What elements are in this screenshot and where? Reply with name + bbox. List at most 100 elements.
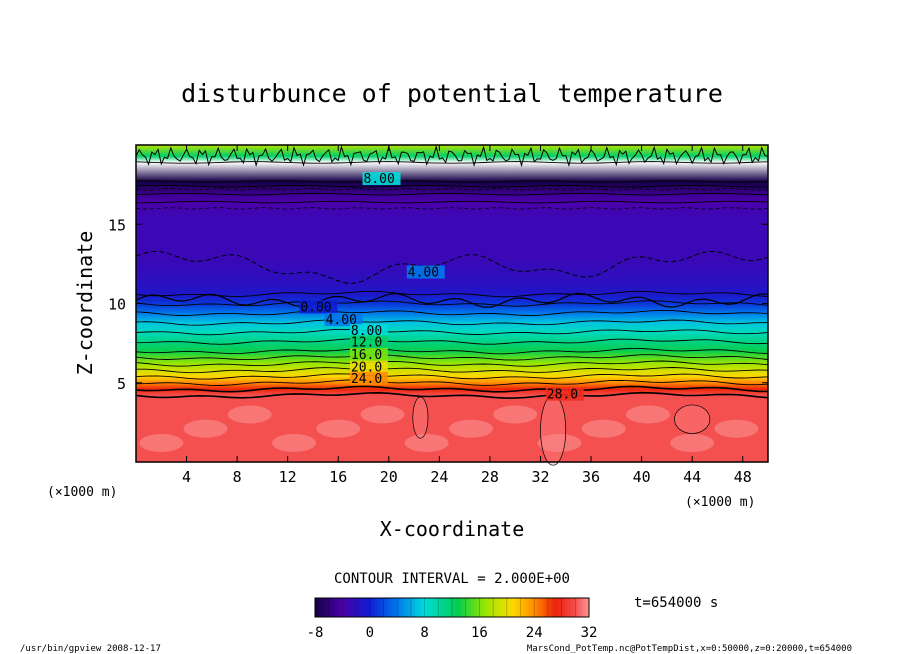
contour-line-negative (135, 188, 769, 191)
colorbar: -8 0 8 16 24 32 (307, 597, 598, 641)
contour-line (135, 354, 769, 361)
contour-line (135, 328, 769, 336)
contour-label-bg (349, 335, 388, 349)
colorbar-tick-label: 8 (420, 625, 428, 641)
contour-line (135, 290, 769, 298)
texture-patch (537, 433, 582, 452)
contour-line-closed (540, 395, 567, 466)
x-unit-left: (×1000 m) (47, 485, 117, 500)
contour-line (135, 360, 769, 367)
texture-patch (316, 419, 361, 438)
contour-label: 24.0 (351, 372, 382, 387)
footer-left: /usr/bin/gpview 2008-12-17 (20, 644, 161, 654)
texture-patch (272, 433, 316, 452)
contour-line (136, 180, 769, 183)
texture-patch (404, 433, 449, 452)
contour-line (135, 192, 769, 196)
x-tick-label: 8 (233, 468, 242, 486)
contour-label-bg (349, 324, 388, 338)
contour-label-bg (349, 371, 388, 385)
y-axis: 5 10 15 (108, 216, 768, 393)
chart-title: disturbunce of potential temperature (181, 79, 723, 108)
contour-line-zero (135, 292, 769, 308)
y-axis-label: Z-coordinate (73, 231, 97, 376)
footer-right: MarsCond_PotTemp.nc@PotTempDist,x=0:5000… (527, 644, 852, 654)
contour-line (135, 309, 769, 316)
contour-line (135, 200, 769, 204)
contour-line (135, 319, 769, 326)
texture-patch (714, 419, 759, 438)
x-unit-right: (×1000 m) (685, 495, 755, 510)
x-axis-label: X-coordinate (380, 517, 525, 541)
contour-label: 12.0 (351, 335, 382, 350)
x-tick-label: 32 (531, 468, 549, 486)
x-tick-label: 48 (734, 468, 752, 486)
texture-patch (493, 405, 538, 424)
contour-line-closed (674, 404, 711, 434)
texture-patch (139, 433, 184, 452)
contour-label-bg (362, 172, 401, 186)
contour-label-bg (324, 313, 363, 327)
texture-patch (625, 405, 670, 424)
x-tick-label: 20 (380, 468, 398, 486)
contour-label: 4.00 (326, 313, 357, 328)
contour-line (135, 338, 769, 345)
contour-line (135, 300, 769, 307)
contour-label-bg (349, 360, 388, 374)
x-tick-label: 36 (582, 468, 600, 486)
x-tick-label: 24 (430, 468, 448, 486)
contour-label-bg (299, 300, 338, 314)
field-texture (139, 405, 759, 452)
contour-line-closed (412, 396, 429, 439)
contour-label-bg (406, 265, 445, 279)
x-tick-label: 16 (329, 468, 347, 486)
y-tick-label: 15 (108, 216, 126, 234)
plot-area: 8.004.000.004.008.0012.016.020.024.028.0… (108, 144, 769, 486)
contour-line (135, 184, 769, 188)
contour-line (136, 367, 769, 374)
x-tick-label: 4 (182, 468, 191, 486)
colorbar-tick-label: -8 (307, 625, 324, 641)
x-tick-label: 12 (279, 468, 297, 486)
contour-line-negative (135, 250, 769, 285)
colorbar-ticks: -8 0 8 16 24 32 (307, 625, 598, 641)
texture-patch (670, 433, 715, 452)
field-fill (136, 145, 768, 462)
contour-line-noisy (135, 144, 769, 168)
y-tick-label: 5 (117, 375, 126, 393)
colorbar-tick-label: 0 (366, 625, 374, 641)
texture-patch (227, 405, 272, 424)
contour-label: 28.0 (547, 388, 578, 403)
contour-label: 4.00 (408, 266, 439, 281)
x-tick-label: 44 (683, 468, 701, 486)
colorbar-fill (314, 597, 590, 618)
colorbar-tick-label: 16 (471, 625, 488, 641)
contour-label-bg (545, 387, 584, 401)
x-tick-label: 40 (633, 468, 651, 486)
colorbar-tick-label: 24 (526, 625, 543, 641)
y-tick-label: 10 (108, 296, 126, 314)
texture-patch (183, 419, 228, 438)
texture-patch (448, 419, 493, 438)
contour-line-negative (135, 207, 769, 210)
x-tick-label: 28 (481, 468, 499, 486)
colorbar-levels (328, 598, 576, 617)
contour-label-bg (349, 347, 388, 361)
colorbar-tick-label: 32 (581, 625, 598, 641)
texture-patch (360, 405, 405, 424)
contour-label: 0.00 (300, 300, 331, 315)
contour-line (135, 391, 769, 399)
contour-interval-label: CONTOUR INTERVAL = 2.000E+00 (334, 571, 570, 587)
time-label: t=654000 s (634, 595, 718, 611)
texture-patch (581, 419, 626, 438)
contour-line (135, 379, 769, 386)
contour-label: 8.00 (364, 172, 395, 187)
contour-line (135, 373, 769, 380)
contour-line (135, 385, 769, 393)
contour-label: 16.0 (351, 348, 382, 363)
contour-lines (135, 144, 769, 466)
contour-line (135, 347, 769, 355)
x-axis: 4 8 12 16 20 24 28 32 36 40 44 48 (182, 145, 752, 486)
